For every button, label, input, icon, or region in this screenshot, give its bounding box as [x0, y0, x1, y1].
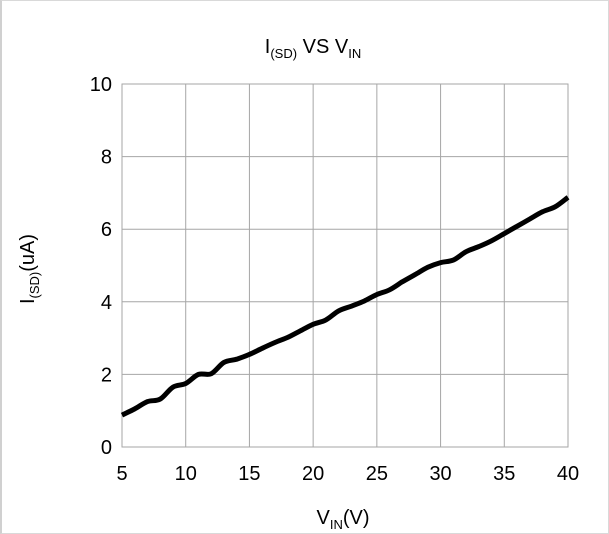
x-tick-label: 15: [238, 463, 260, 485]
x-tick-label: 5: [116, 463, 127, 485]
y-tick-label: 10: [90, 74, 112, 96]
x-tick-label: 30: [429, 463, 451, 485]
x-axis-label: VIN(V): [316, 507, 369, 532]
series-line: [120, 195, 570, 418]
x-tick-label: 35: [493, 463, 515, 485]
series-layer: [120, 195, 570, 418]
grid-lines: [121, 83, 569, 448]
y-tick-label: 8: [101, 147, 112, 169]
y-tick-label: 0: [101, 437, 112, 459]
chart-title: I(SD) VS VIN: [265, 36, 361, 61]
y-tick-label: 4: [101, 292, 112, 314]
tick-labels: 5 10 15 20 25 30 35 40 0 2 4 6 8 10: [90, 74, 579, 485]
y-tick-label: 2: [101, 364, 112, 386]
x-tick-label: 40: [557, 463, 579, 485]
y-axis-label: I(SD)(uA): [17, 234, 42, 304]
x-tick-label: 20: [302, 463, 324, 485]
x-tick-label: 10: [175, 463, 197, 485]
plot-area: [121, 83, 569, 448]
x-tick-label: 25: [366, 463, 388, 485]
y-tick-label: 6: [101, 219, 112, 241]
